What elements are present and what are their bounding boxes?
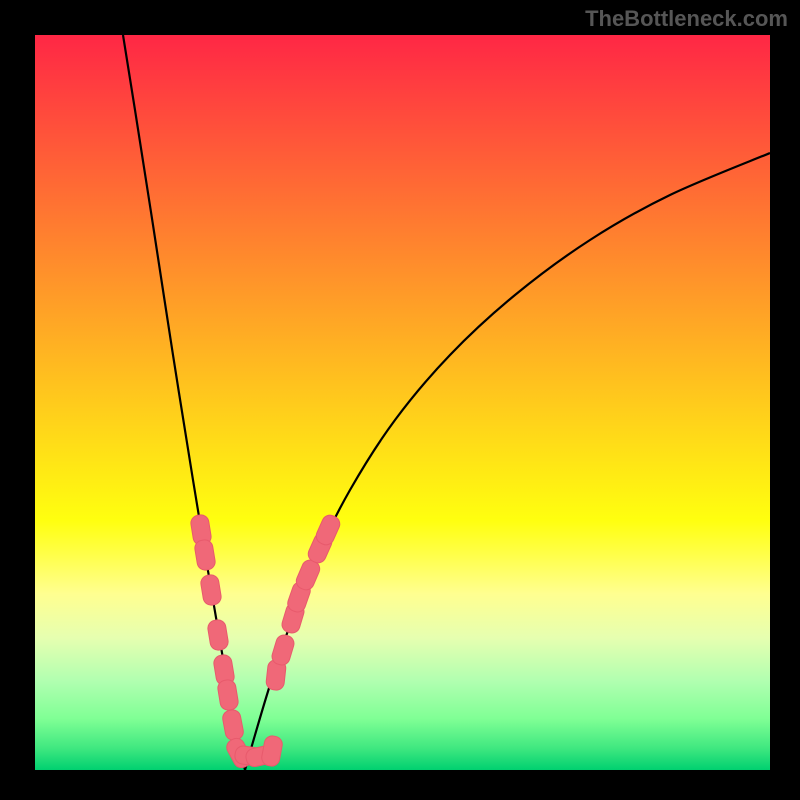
- plot-background: [35, 35, 770, 770]
- chart-container: TheBottleneck.com: [0, 0, 800, 800]
- bottleneck-chart: [0, 0, 800, 800]
